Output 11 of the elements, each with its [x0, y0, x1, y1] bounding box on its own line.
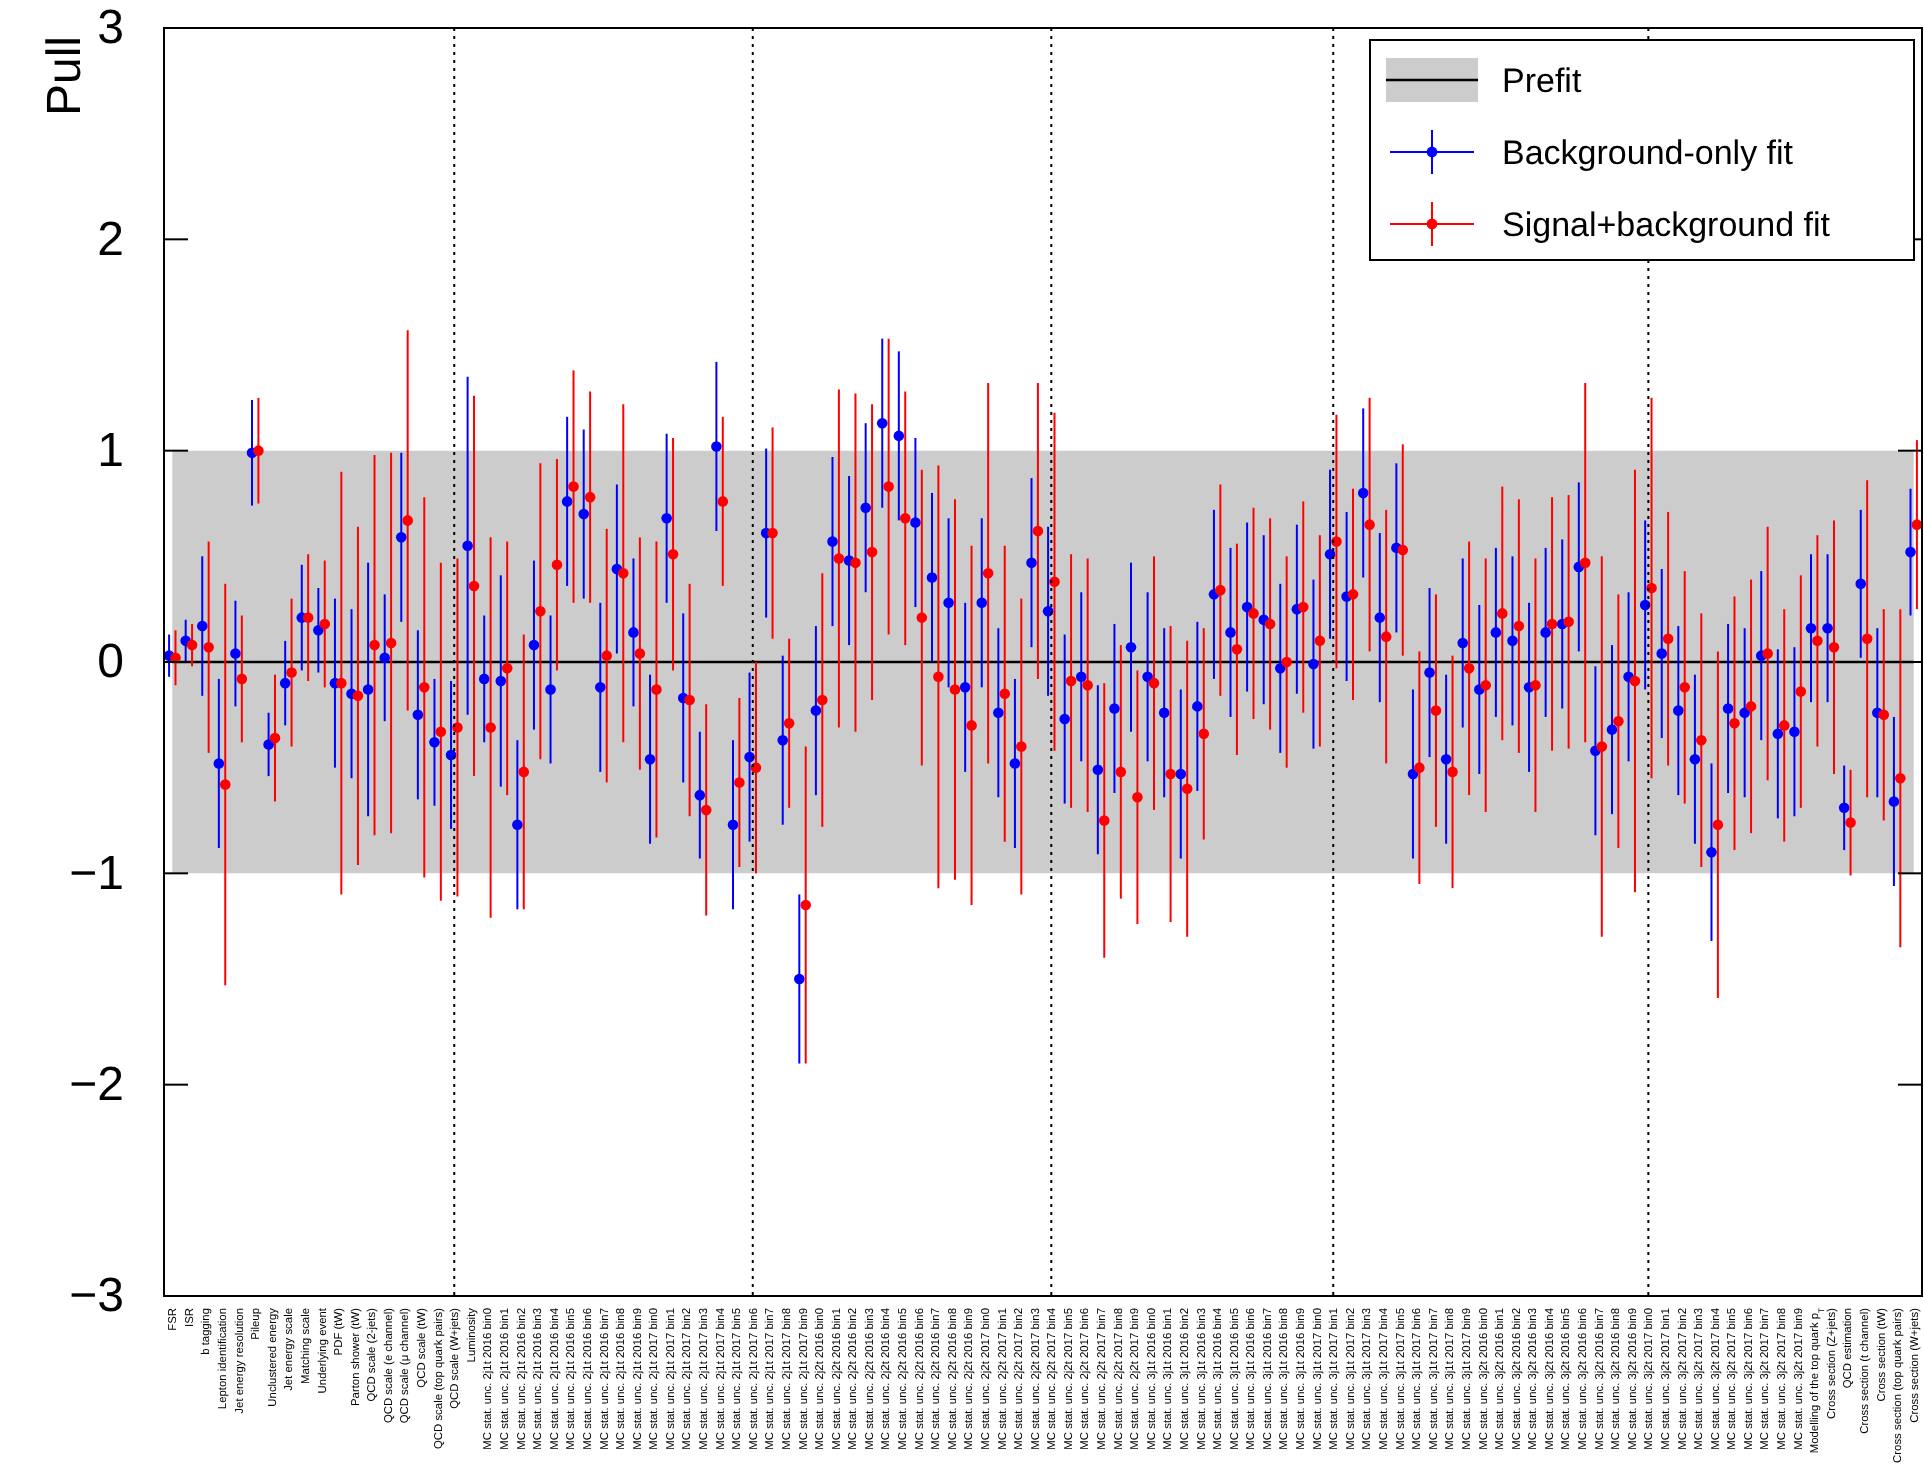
legend-label: Signal+background fit [1502, 205, 1831, 244]
legend-label: Prefit [1502, 61, 1582, 100]
y-tick-label: 3 [97, 1, 124, 56]
y-tick-label: −3 [69, 1269, 124, 1324]
y-tick-label: 1 [97, 424, 124, 479]
y-tick-label: 2 [97, 212, 124, 267]
y-tick-label: −2 [69, 1058, 124, 1113]
legend-label: Background-only fit [1502, 133, 1794, 172]
y-axis-title: Pull [38, 36, 92, 117]
y-tick-label: −1 [69, 846, 124, 901]
y-tick-label: 0 [97, 635, 124, 690]
